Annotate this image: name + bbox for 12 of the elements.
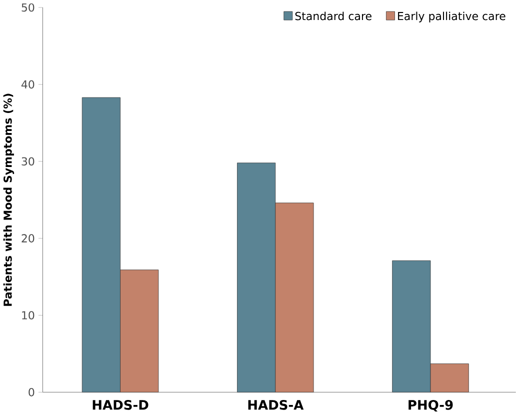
legend-label: Standard care (295, 12, 372, 20)
x-tick-label: PHQ-9 (408, 400, 453, 412)
y-tick-label: 0 (28, 388, 34, 396)
y-tick-label: 50 (22, 3, 34, 12)
y-tick-label: 40 (21, 80, 34, 89)
y-tick-label: 20 (22, 234, 34, 243)
legend-label: Early palliative care (398, 12, 506, 22)
y-axis-title: Patients with Mood Symptoms (%) (3, 94, 14, 306)
x-tick-label: HADS-D (92, 400, 148, 410)
y-tick-label: 10 (22, 311, 34, 320)
x-tick-label: HADS-A (248, 400, 304, 410)
y-tick-label: 30 (22, 157, 34, 166)
